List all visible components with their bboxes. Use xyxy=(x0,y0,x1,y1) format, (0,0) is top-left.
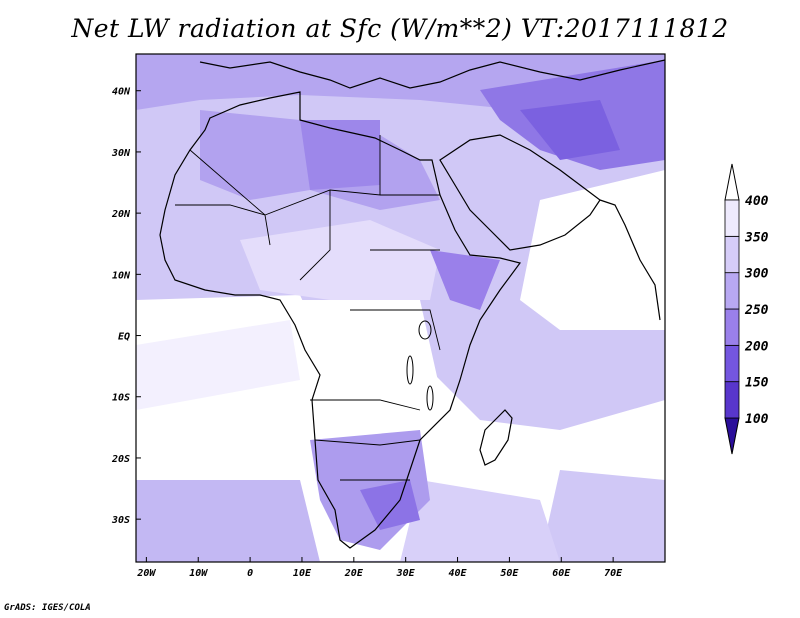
lake-malawi xyxy=(426,385,434,411)
colorbar: 100 150 200 250 300 350 400 xyxy=(724,163,769,455)
border xyxy=(175,204,271,246)
lakes xyxy=(406,320,434,411)
colorbar-min-arrow xyxy=(724,417,740,455)
border xyxy=(350,309,441,351)
border xyxy=(314,439,421,446)
field-iran-high xyxy=(520,100,620,160)
map-plot-area xyxy=(135,53,666,563)
lake-tanganyika xyxy=(406,355,414,385)
arabia-coastline xyxy=(439,134,601,251)
field-lesotho-high xyxy=(360,480,420,530)
field-libya-high xyxy=(300,120,380,190)
colorbar-label: 350 xyxy=(744,230,769,245)
lat-tick-label: 20N xyxy=(111,209,131,220)
field-sahel xyxy=(240,220,440,300)
europe-coastline xyxy=(199,59,666,89)
border xyxy=(299,190,331,281)
colorbar-label: 100 xyxy=(745,412,769,427)
lon-tick-label: 50E xyxy=(500,568,519,579)
field-south-band-west xyxy=(136,480,320,562)
lat-tick-label: 10S xyxy=(112,393,130,404)
colorbar-segment xyxy=(724,199,740,237)
lon-tick-label: 20W xyxy=(136,568,156,579)
credit-label: GrADS: IGES/COLA xyxy=(4,603,91,613)
lat-tick-label: EQ xyxy=(118,332,130,343)
field-south-atlantic xyxy=(136,320,300,410)
plot-frame xyxy=(135,53,666,563)
lat-tick-label: 30S xyxy=(111,515,130,526)
field-congo xyxy=(300,300,440,420)
lon-tick-label: 30E xyxy=(396,568,416,579)
colorbar-segment xyxy=(724,235,740,274)
lon-tick-label: 10W xyxy=(189,568,208,579)
colorbar-label: 300 xyxy=(744,267,769,282)
colorbar-segment xyxy=(724,381,740,419)
lat-tick-label: 30N xyxy=(111,148,131,159)
border xyxy=(310,399,421,411)
field-south-band-east xyxy=(400,480,560,562)
colorbar-max-arrow xyxy=(724,163,740,201)
lon-tick-label: 20E xyxy=(344,568,364,579)
colorbar-segment xyxy=(724,344,740,383)
colorbar-label: 150 xyxy=(745,376,769,391)
madagascar-outline xyxy=(479,409,513,466)
lon-tick-label: 40E xyxy=(449,568,468,579)
africa-coastline xyxy=(159,91,522,549)
lat-tick-label: 10N xyxy=(112,270,131,281)
lon-tick-label: 70E xyxy=(604,568,623,579)
lake-victoria xyxy=(418,320,432,340)
lon-tick-label: 0 xyxy=(247,568,253,579)
map-title: Net LW radiation at Sfc (W/m**2) VT:2017… xyxy=(71,14,729,43)
asia-coastline xyxy=(599,199,661,321)
field-indian-ocean xyxy=(520,170,665,330)
colorbar-label: 250 xyxy=(744,303,769,318)
coastlines xyxy=(159,59,666,549)
lon-tick-label: 10E xyxy=(293,568,312,579)
colorbar-label: 200 xyxy=(744,339,769,354)
lat-tick-label: 20S xyxy=(111,454,130,465)
colorbar-segment xyxy=(724,272,740,310)
colorbar-label: 400 xyxy=(745,194,769,209)
lat-tick-label: 40N xyxy=(112,87,131,98)
colorbar-segment xyxy=(724,308,740,346)
lon-tick-label: 60E xyxy=(552,568,571,579)
field-ethiopia xyxy=(430,250,500,310)
axis-ticks: 40N 30N 20N 10N EQ 10S 20S 30S 20W 10W 0 10E 20E 30E 4… xyxy=(111,87,623,579)
country-borders xyxy=(175,135,441,481)
